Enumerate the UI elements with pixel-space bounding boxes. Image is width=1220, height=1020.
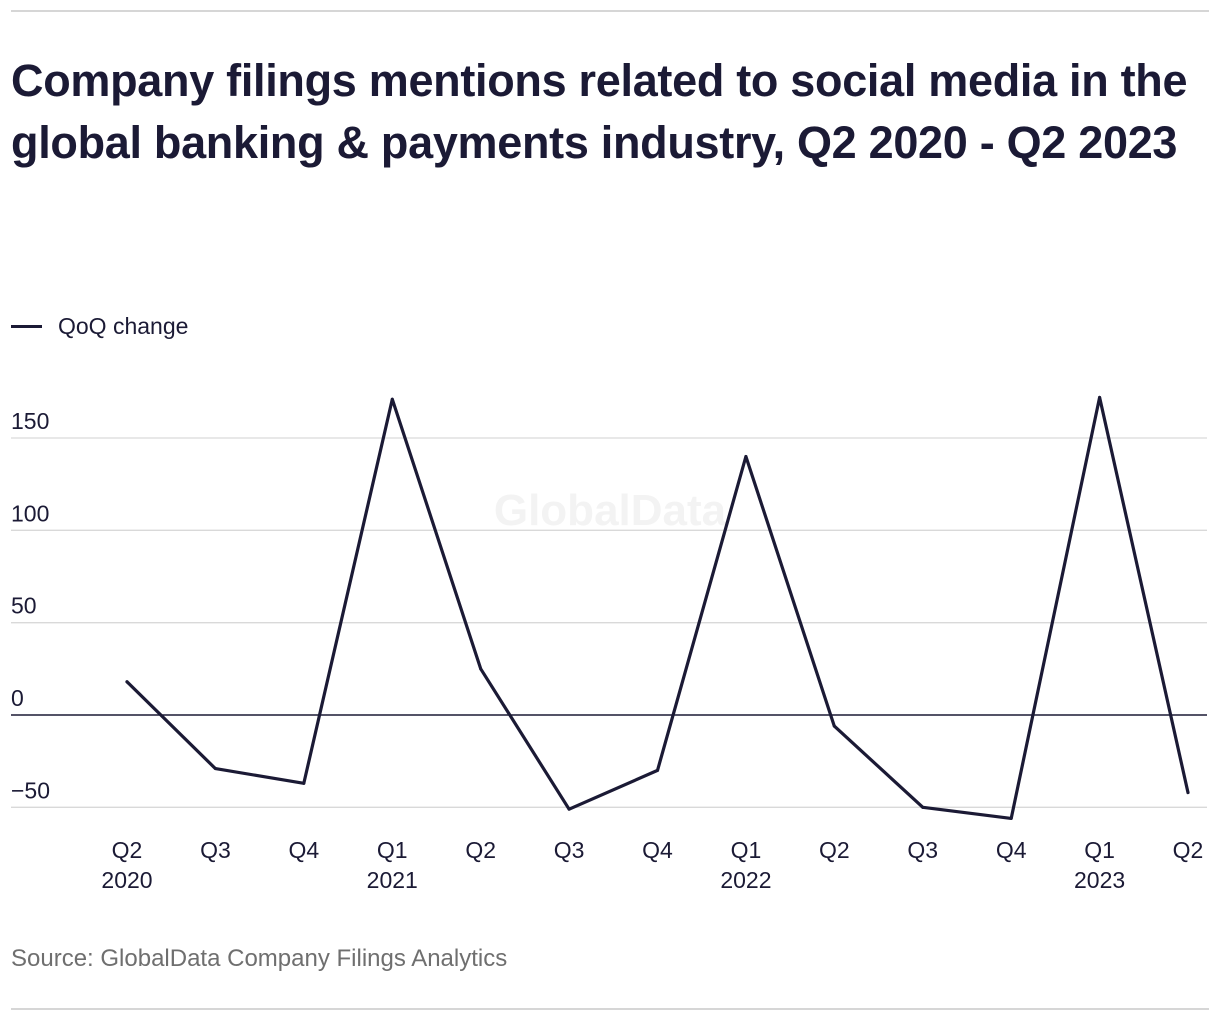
- x-tick-label: Q2: [465, 837, 496, 863]
- source-note: Source: GlobalData Company Filings Analy…: [11, 945, 508, 972]
- chart-title: Company filings mentions related to soci…: [11, 55, 1188, 168]
- data-point: [479, 667, 483, 671]
- bottom-divider: [11, 1008, 1209, 1010]
- data-point: [1009, 816, 1013, 820]
- series-line-qoq-change: [125, 395, 1190, 821]
- x-tick-label: Q1: [1084, 837, 1115, 863]
- x-tick-year-label: 2020: [101, 867, 152, 893]
- data-point: [390, 397, 394, 401]
- data-point: [1098, 395, 1102, 399]
- data-point: [213, 767, 217, 771]
- x-tick-label: Q2: [112, 837, 143, 863]
- data-point: [567, 807, 571, 811]
- x-tick-label: Q2: [1173, 837, 1204, 863]
- x-tick-year-label: 2021: [367, 867, 418, 893]
- legend-swatch: [11, 324, 42, 328]
- data-point: [744, 454, 748, 458]
- y-tick-label: −50: [11, 777, 50, 803]
- y-tick-label: 50: [11, 593, 37, 619]
- legend-label: QoQ change: [58, 312, 189, 339]
- top-divider: [11, 10, 1209, 12]
- data-point: [302, 781, 306, 785]
- x-tick-label: Q1: [377, 837, 408, 863]
- x-tick-label: Q3: [907, 837, 938, 863]
- x-tick-year-label: 2022: [720, 867, 771, 893]
- data-point: [921, 805, 925, 809]
- x-tick-label: Q3: [554, 837, 585, 863]
- x-tick-label: Q4: [996, 837, 1027, 863]
- x-tick-label: Q1: [731, 837, 762, 863]
- data-point: [125, 680, 129, 684]
- x-tick-label: Q2: [819, 837, 850, 863]
- legend: QoQ change: [11, 310, 188, 342]
- y-tick-label: 150: [11, 408, 49, 434]
- line-chart: GlobalData 150 100 50 0 −50 Q2 2020 Q3 Q4 Q1 2021…: [11, 395, 1207, 893]
- x-tick-label: Q3: [200, 837, 231, 863]
- x-tick-year-label: 2023: [1074, 867, 1125, 893]
- data-point: [656, 768, 659, 772]
- x-tick-label: Q4: [288, 837, 319, 863]
- x-tick-label: Q4: [642, 837, 673, 863]
- watermark: GlobalData: [494, 486, 727, 535]
- data-point: [1186, 791, 1190, 795]
- y-tick-label: 0: [11, 685, 24, 711]
- data-point: [832, 724, 836, 728]
- y-tick-label: 100: [11, 500, 49, 526]
